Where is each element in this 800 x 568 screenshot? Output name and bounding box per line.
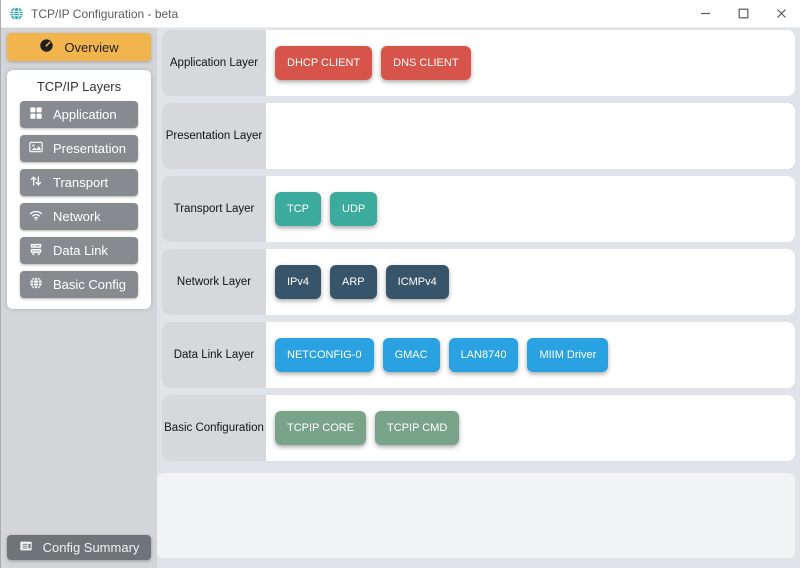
sidebar-item-application[interactable]: Application xyxy=(20,101,138,128)
module-button-icmpv4[interactable]: ICMPv4 xyxy=(385,265,449,299)
layer-row-modules: TCP UDP xyxy=(266,176,795,242)
config-summary-label: Config Summary xyxy=(42,540,140,555)
sidebar-item-basic-config[interactable]: Basic Config xyxy=(20,271,138,298)
module-button-tcpip-core[interactable]: TCPIP CORE xyxy=(275,411,367,445)
layer-row-modules: TCPIP CORE TCPIP CMD xyxy=(266,395,795,461)
sidebar-item-network[interactable]: Network xyxy=(20,203,138,230)
module-button-dns-client[interactable]: DNS CLIENT xyxy=(381,46,471,80)
sidebar: Overview TCP/IP Layers Application Presen… xyxy=(1,28,157,568)
layer-row-network-layer: Network Layer IPv4 ARP ICMPv4 xyxy=(162,249,795,315)
layer-row-label: Application Layer xyxy=(162,30,266,96)
layer-rows: Application Layer DHCP CLIENT DNS CLIENT Pr… xyxy=(157,30,795,468)
module-button-arp[interactable]: ARP xyxy=(330,265,377,299)
sidebar-item-label: Presentation xyxy=(53,141,126,156)
titlebar: TCP/IP Configuration - beta xyxy=(1,0,800,28)
wifi-icon xyxy=(29,208,43,225)
list-icon xyxy=(19,539,33,556)
layer-row-modules xyxy=(266,103,795,169)
module-button-netconfig-0[interactable]: NETCONFIG-0 xyxy=(275,338,374,372)
layer-row-modules: DHCP CLIENT DNS CLIENT xyxy=(266,30,795,96)
layer-buttons-list: Application Presentation Transport Network D… xyxy=(7,101,151,298)
tachometer-icon xyxy=(39,38,54,56)
layer-row-modules: NETCONFIG-0 GMAC LAN8740 MIIM Driver xyxy=(266,322,795,388)
minimize-button[interactable] xyxy=(686,0,724,27)
app-logo-icon xyxy=(9,6,24,21)
module-button-dhcp-client[interactable]: DHCP CLIENT xyxy=(275,46,373,80)
sidebar-item-data-link[interactable]: Data Link xyxy=(20,237,138,264)
sidebar-item-label: Application xyxy=(53,107,117,122)
module-button-lan8740[interactable]: LAN8740 xyxy=(448,338,519,372)
layer-row-label: Presentation Layer xyxy=(162,103,266,169)
overview-button-label: Overview xyxy=(64,39,119,55)
close-button[interactable] xyxy=(762,0,800,27)
layer-row-label: Network Layer xyxy=(162,249,266,315)
sidebar-item-label: Network xyxy=(53,209,101,224)
sidebar-item-label: Basic Config xyxy=(53,277,126,292)
server-icon xyxy=(29,242,43,259)
window-body: Overview TCP/IP Layers Application Presen… xyxy=(1,28,800,568)
sidebar-item-label: Data Link xyxy=(53,243,108,258)
maximize-button[interactable] xyxy=(724,0,762,27)
arrows-vertical-icon xyxy=(29,174,43,191)
image-icon xyxy=(29,140,43,157)
sidebar-item-transport[interactable]: Transport xyxy=(20,169,138,196)
sidebar-item-presentation[interactable]: Presentation xyxy=(20,135,138,162)
config-summary-button[interactable]: Config Summary xyxy=(7,535,151,560)
module-button-miim-driver[interactable]: MIIM Driver xyxy=(527,338,609,372)
tcpip-layers-panel: TCP/IP Layers Application Presentation Tra… xyxy=(7,70,151,309)
layer-row-presentation-layer: Presentation Layer xyxy=(162,103,795,169)
layer-row-transport-layer: Transport Layer TCP UDP xyxy=(162,176,795,242)
sidebar-item-label: Transport xyxy=(53,175,109,190)
module-button-tcp[interactable]: TCP xyxy=(275,192,321,226)
layer-row-modules: IPv4 ARP ICMPv4 xyxy=(266,249,795,315)
layer-row-label: Transport Layer xyxy=(162,176,266,242)
layers-panel-title: TCP/IP Layers xyxy=(36,79,122,94)
module-button-ipv4[interactable]: IPv4 xyxy=(275,265,322,299)
module-button-gmac[interactable]: GMAC xyxy=(382,338,440,372)
layers-overview: Application Layer DHCP CLIENT DNS CLIENT Pr… xyxy=(157,28,800,568)
sidebar-spacer xyxy=(1,309,157,535)
globe-icon xyxy=(29,276,43,293)
module-button-tcpip-cmd[interactable]: TCPIP CMD xyxy=(375,411,460,445)
layer-row-basic-configuration: Basic Configuration TCPIP CORE TCPIP CMD xyxy=(162,395,795,461)
layer-row-application-layer: Application Layer DHCP CLIENT DNS CLIENT xyxy=(162,30,795,96)
overview-button[interactable]: Overview xyxy=(7,33,151,61)
module-button-udp[interactable]: UDP xyxy=(330,192,378,226)
layer-row-data-link-layer: Data Link Layer NETCONFIG-0 GMAC LAN8740 MII… xyxy=(162,322,795,388)
grid-icon xyxy=(29,106,43,123)
layer-row-label: Basic Configuration xyxy=(162,395,266,461)
window-title: TCP/IP Configuration - beta xyxy=(31,6,179,21)
layer-row-label: Data Link Layer xyxy=(162,322,266,388)
empty-panel xyxy=(157,473,795,558)
